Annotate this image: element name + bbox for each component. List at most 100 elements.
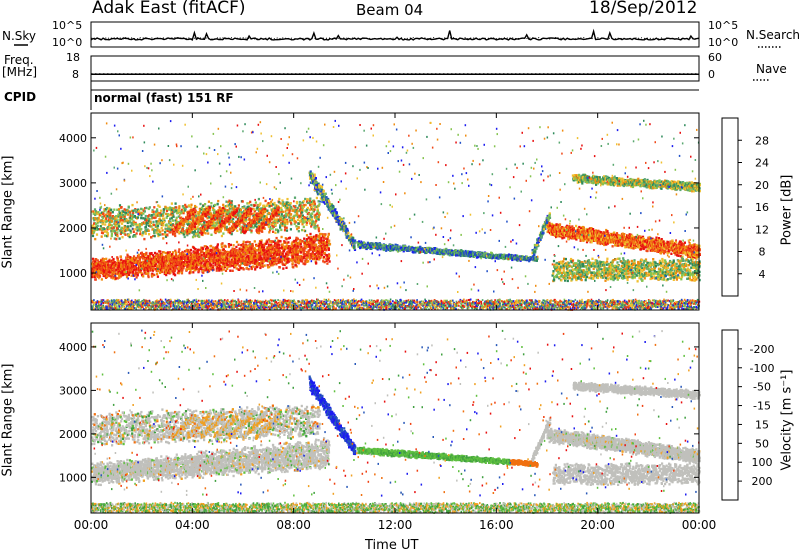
heatmap-cell bbox=[280, 215, 283, 218]
heatmap-cell bbox=[285, 242, 288, 245]
heatmap-cell bbox=[232, 217, 235, 221]
heatmap-cell bbox=[166, 233, 169, 236]
heatmap-cell bbox=[139, 232, 142, 236]
heatmap-cell bbox=[193, 225, 196, 228]
heatmap-cell bbox=[210, 233, 213, 236]
heatmap-cell bbox=[242, 249, 245, 252]
heatmap-cell bbox=[100, 278, 103, 281]
heatmap-cell bbox=[108, 267, 111, 270]
heatmap-cell bbox=[142, 255, 145, 258]
heatmap-cell bbox=[283, 241, 286, 244]
heatmap-cell bbox=[248, 244, 251, 247]
heatmap-cell bbox=[181, 264, 184, 268]
heatmap-cell bbox=[283, 240, 286, 243]
heatmap-cell bbox=[165, 273, 168, 277]
heatmap-cell bbox=[212, 256, 215, 260]
heatmap-cell bbox=[211, 252, 214, 255]
heatmap-cell bbox=[193, 258, 196, 261]
heatmap-cell bbox=[275, 246, 278, 249]
heatmap-cell bbox=[105, 257, 108, 261]
heatmap-cell bbox=[230, 262, 233, 266]
heatmap-cell bbox=[277, 259, 281, 262]
heatmap-cell bbox=[143, 264, 146, 267]
heatmap-cell bbox=[288, 236, 291, 239]
heatmap-cell bbox=[206, 259, 209, 262]
heatmap-cell bbox=[296, 213, 299, 216]
heatmap-cell bbox=[196, 250, 199, 253]
heatmap-cell bbox=[116, 261, 119, 265]
heatmap-cell bbox=[320, 232, 323, 236]
heatmap-cell bbox=[210, 259, 213, 263]
heatmap-cell bbox=[237, 204, 240, 207]
heatmap-cell bbox=[228, 251, 231, 255]
heatmap-cell bbox=[200, 266, 203, 269]
heatmap-cell bbox=[95, 233, 99, 236]
heatmap-cell bbox=[129, 219, 132, 222]
heatmap-cell bbox=[231, 256, 235, 259]
heatmap-cell bbox=[176, 259, 179, 262]
heatmap-cell bbox=[91, 269, 94, 272]
heatmap-cell bbox=[239, 267, 243, 270]
heatmap-cell bbox=[242, 255, 245, 258]
heatmap-cell bbox=[102, 212, 105, 216]
heatmap-cell bbox=[210, 222, 214, 226]
heatmap-cell bbox=[238, 268, 241, 271]
heatmap-cell bbox=[203, 266, 206, 269]
heatmap-cell bbox=[260, 256, 263, 259]
heatmap-cell bbox=[271, 262, 274, 265]
heatmap-cell bbox=[285, 212, 288, 215]
heatmap-cell bbox=[238, 251, 241, 254]
heatmap-cell bbox=[172, 232, 175, 236]
heatmap-cell bbox=[201, 264, 204, 268]
heatmap-cell bbox=[204, 203, 207, 206]
heatmap-cell bbox=[187, 257, 190, 261]
heatmap-cell bbox=[190, 206, 193, 209]
heatmap-cell bbox=[103, 271, 106, 274]
heatmap-cell bbox=[217, 262, 220, 265]
heatmap-cell bbox=[155, 269, 158, 273]
heatmap-cell bbox=[103, 273, 106, 276]
heatmap-cell bbox=[149, 265, 152, 269]
heatmap-cell bbox=[180, 271, 183, 274]
heatmap-cell bbox=[242, 240, 245, 243]
heatmap-cell bbox=[274, 259, 277, 262]
heatmap-cell bbox=[310, 215, 313, 219]
heatmap-cell bbox=[294, 261, 297, 264]
heatmap-cell bbox=[166, 263, 170, 267]
heatmap-cell bbox=[167, 259, 170, 262]
heatmap-cell bbox=[139, 269, 143, 272]
heatmap-cell bbox=[208, 250, 211, 253]
heatmap-cell bbox=[107, 261, 110, 265]
heatmap-cell bbox=[246, 256, 249, 260]
heatmap-cell bbox=[138, 258, 142, 261]
heatmap-cell bbox=[156, 265, 159, 268]
heatmap-cell bbox=[259, 241, 262, 244]
heatmap-cell bbox=[249, 200, 252, 204]
heatmap-cell bbox=[316, 257, 319, 261]
heatmap-cell bbox=[157, 254, 160, 257]
heatmap-cell bbox=[154, 256, 157, 260]
heatmap-cell bbox=[191, 262, 194, 266]
heatmap-cell bbox=[230, 220, 233, 223]
heatmap-cell bbox=[266, 251, 270, 255]
heatmap-cell bbox=[285, 226, 288, 229]
heatmap-cell bbox=[127, 273, 130, 276]
heatmap-cell bbox=[323, 260, 326, 264]
heatmap-cell bbox=[223, 265, 227, 269]
heatmap-cell bbox=[182, 262, 185, 265]
heatmap-cell bbox=[280, 259, 283, 262]
heatmap-cell bbox=[174, 260, 177, 264]
heatmap-cell bbox=[159, 209, 163, 212]
heatmap-cell bbox=[119, 262, 122, 265]
heatmap-cell bbox=[121, 267, 124, 271]
heatmap-cell bbox=[287, 247, 290, 250]
heatmap-cell bbox=[135, 276, 138, 279]
heatmap-cell bbox=[296, 218, 299, 222]
heatmap-cell bbox=[131, 259, 134, 263]
heatmap-cell bbox=[127, 255, 130, 259]
heatmap-cell bbox=[258, 246, 261, 249]
heatmap-cell bbox=[237, 255, 240, 258]
heatmap-cell bbox=[116, 231, 119, 234]
heatmap-cell bbox=[199, 260, 202, 263]
heatmap-cell bbox=[170, 253, 174, 256]
